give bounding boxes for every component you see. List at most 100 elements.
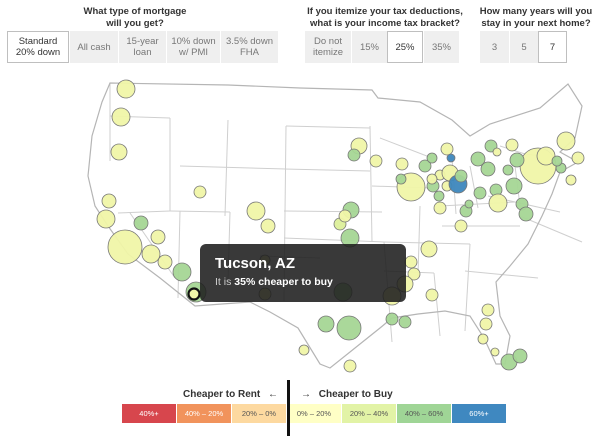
- metro-dot[interactable]: [454, 169, 468, 183]
- legend-buy-heading: → Cheaper to Buy: [301, 389, 393, 400]
- right-arrow-icon: →: [301, 389, 311, 400]
- mortgage-option-label: 10% down w/ PMI: [171, 36, 216, 58]
- metro-dot[interactable]: [426, 152, 438, 164]
- tax-option-label: Do not itemize: [312, 36, 344, 58]
- legend-bin-4: 0% – 20%: [287, 404, 342, 423]
- tax-control: If you itemize your tax deductions, what…: [300, 6, 470, 30]
- metro-dot[interactable]: [395, 173, 407, 185]
- metro-dot[interactable]: [246, 201, 266, 221]
- metro-dot[interactable]: [571, 151, 585, 165]
- metro-dot[interactable]: [407, 267, 421, 281]
- metro-dot[interactable]: [556, 131, 576, 151]
- mortgage-option-label: 3.5% down FHA: [225, 36, 273, 58]
- metro-dot[interactable]: [111, 107, 131, 127]
- tax-question: If you itemize your tax deductions, what…: [307, 6, 463, 29]
- metro-dot[interactable]: [433, 201, 447, 215]
- mortgage-option-5-button[interactable]: 3.5% down FHA: [220, 31, 278, 63]
- metro-dot[interactable]: [464, 199, 474, 209]
- us-map: [87, 79, 585, 373]
- metro-dot[interactable]: [395, 157, 409, 171]
- legend-bin-6: 40% – 60%: [397, 404, 452, 423]
- tax-option-1-button[interactable]: Do not itemize: [305, 31, 351, 63]
- mortgage-option-1-button[interactable]: Standard 20% down: [7, 31, 69, 63]
- metro-dot[interactable]: [336, 315, 362, 341]
- metro-dot[interactable]: [298, 344, 310, 356]
- metro-dot[interactable]: [518, 206, 534, 222]
- metro-dot[interactable]: [157, 254, 173, 270]
- legend-rent-heading: Cheaper to Rent ←: [183, 389, 279, 400]
- metro-dot[interactable]: [446, 153, 456, 163]
- mortgage-control: What type of mortgage will you get?: [8, 6, 262, 30]
- metro-dot[interactable]: [101, 193, 117, 209]
- years-control: How many years will you stay in your nex…: [474, 6, 598, 30]
- tooltip-message: It is 35% cheaper to buy: [215, 276, 333, 288]
- metro-dot[interactable]: [470, 151, 486, 167]
- tucson-highlight-dot[interactable]: [187, 287, 201, 301]
- mortgage-option-3-button[interactable]: 15-year loan: [118, 31, 166, 63]
- metro-dot[interactable]: [193, 185, 207, 199]
- tax-option-2-button[interactable]: 15%: [351, 31, 387, 63]
- metro-dot[interactable]: [492, 147, 502, 157]
- metro-dot[interactable]: [481, 303, 495, 317]
- metro-dot[interactable]: [107, 229, 143, 265]
- metro-dot[interactable]: [141, 244, 161, 264]
- metro-dot[interactable]: [505, 177, 523, 195]
- metro-dot[interactable]: [133, 215, 149, 231]
- metro-dot[interactable]: [420, 240, 438, 258]
- tax-option-label: 35%: [431, 41, 451, 53]
- metro-dots: [96, 79, 585, 373]
- metro-dot[interactable]: [490, 347, 500, 357]
- years-option-label: 5: [521, 41, 527, 53]
- legend-bin-3: 20% – 0%: [232, 404, 287, 423]
- metro-dot[interactable]: [404, 255, 418, 269]
- metro-dot[interactable]: [260, 218, 276, 234]
- metro-dot[interactable]: [551, 155, 563, 167]
- metro-dot[interactable]: [347, 148, 361, 162]
- metro-dot[interactable]: [172, 262, 192, 282]
- metro-dot[interactable]: [473, 186, 487, 200]
- metro-dot[interactable]: [150, 229, 166, 245]
- years-option-1-button[interactable]: 3: [480, 31, 509, 63]
- metro-dot[interactable]: [418, 159, 432, 173]
- metro-dot[interactable]: [338, 209, 352, 223]
- years-option-label: 7: [549, 41, 556, 53]
- tax-option-4-button[interactable]: 35%: [423, 31, 459, 63]
- metro-dot[interactable]: [440, 142, 454, 156]
- tax-option-3-button[interactable]: 25%: [387, 31, 423, 63]
- metro-dot[interactable]: [116, 79, 136, 99]
- tooltip-city: Tucson, AZ: [215, 255, 295, 272]
- mortgage-option-2-button[interactable]: All cash: [69, 31, 118, 63]
- metro-dot[interactable]: [96, 209, 116, 229]
- years-option-2-button[interactable]: 5: [509, 31, 538, 63]
- metro-dot[interactable]: [454, 219, 468, 233]
- legend-bin-2: 40% – 20%: [177, 404, 232, 423]
- metro-dot[interactable]: [343, 359, 357, 373]
- tooltip-value: 35% cheaper to buy: [234, 276, 333, 288]
- years-option-3-button[interactable]: 7: [538, 31, 567, 63]
- metro-dot[interactable]: [488, 193, 508, 213]
- mortgage-options: Standard 20% down All cash 15-year loan 10% d…: [7, 31, 278, 63]
- mortgage-option-4-button[interactable]: 10% down w/ PMI: [166, 31, 220, 63]
- metro-dot[interactable]: [110, 143, 128, 161]
- metro-dot[interactable]: [369, 154, 383, 168]
- metro-dot[interactable]: [509, 152, 525, 168]
- left-arrow-icon: ←: [268, 389, 279, 400]
- metro-dot[interactable]: [565, 174, 577, 186]
- metro-dot[interactable]: [512, 348, 528, 364]
- city-tooltip: Tucson, AZ It is 35% cheaper to buy: [200, 244, 406, 302]
- metro-dot[interactable]: [479, 317, 493, 331]
- metro-dot[interactable]: [433, 190, 445, 202]
- metro-dot[interactable]: [426, 173, 438, 185]
- metro-dot[interactable]: [505, 138, 519, 152]
- metro-dot[interactable]: [317, 315, 335, 333]
- metro-dot[interactable]: [398, 315, 412, 329]
- metro-dot[interactable]: [477, 333, 489, 345]
- legend-bin-5: 20% – 40%: [342, 404, 397, 423]
- metro-dot[interactable]: [385, 312, 399, 326]
- mortgage-option-label: All cash: [77, 41, 111, 53]
- legend-scale: 40%+ 40% – 20% 20% – 0% 0% – 20% 20% – 40% 40…: [122, 404, 507, 423]
- metro-dot[interactable]: [425, 288, 439, 302]
- metro-dot[interactable]: [480, 161, 496, 177]
- years-option-label: 3: [491, 41, 498, 53]
- metro-dot[interactable]: [502, 164, 514, 176]
